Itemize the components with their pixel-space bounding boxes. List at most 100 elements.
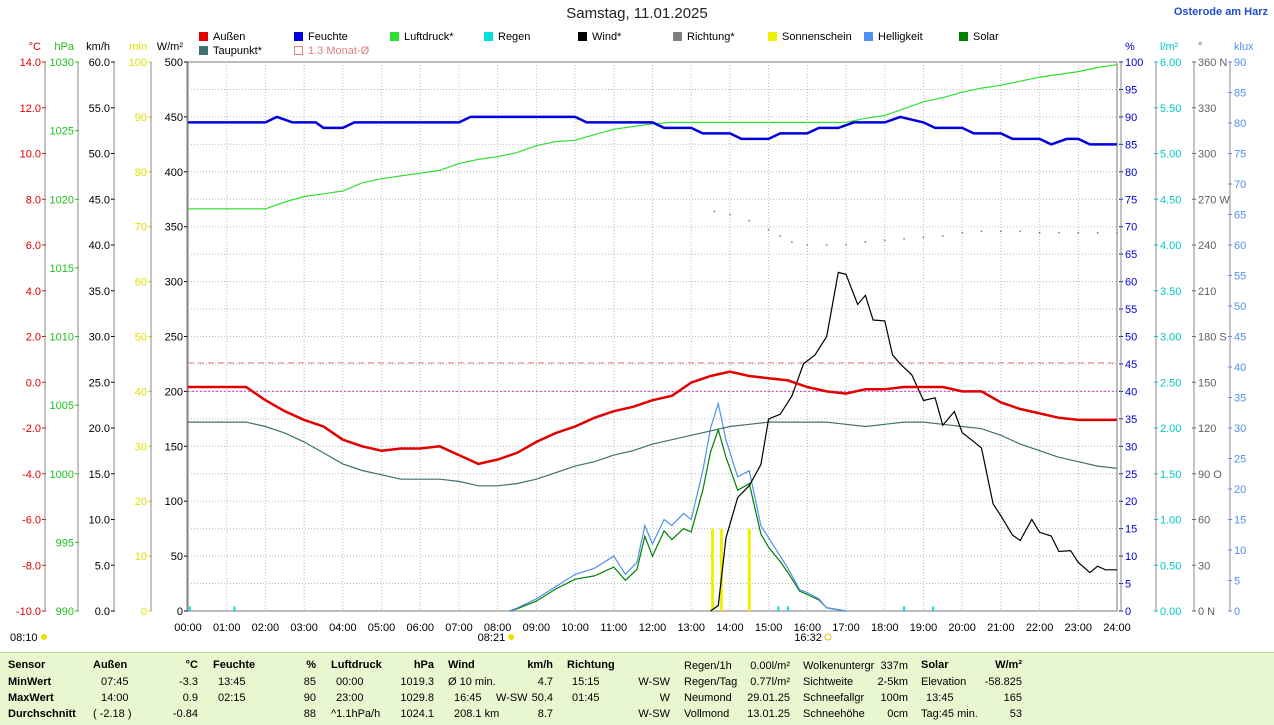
- stats-feuchte-max-value: 90: [303, 692, 316, 704]
- lux-tick-label: 15: [1234, 515, 1246, 527]
- stats-elevation-value: -58.825: [984, 676, 1022, 688]
- hum-tick-label: 20: [1125, 496, 1137, 508]
- stats-neumond-label: Neumond: [684, 692, 732, 704]
- sunshine-bar: [719, 528, 723, 611]
- legend-label: Sonnenschein: [782, 31, 852, 43]
- sun-tick-label: 70: [135, 222, 147, 234]
- stats-solar-max-value: 165: [1003, 692, 1022, 704]
- direction-point: [1096, 231, 1099, 234]
- legend-item: Richtung*: [673, 31, 735, 43]
- stats-neumond-value: 29.01.25: [747, 692, 790, 704]
- time-tick-label: 13:00: [677, 622, 705, 634]
- stats-header-feuchte: Feuchte: [213, 659, 256, 671]
- stats-luftdruck-avg-value: 1024.1: [400, 708, 434, 720]
- hum-tick-label: 15: [1125, 524, 1137, 536]
- sun-tick-label: 80: [135, 167, 147, 179]
- temp-tick-label: 8.0: [26, 194, 41, 206]
- hum-tick-label: 35: [1125, 414, 1137, 426]
- time-tick-label: 16:00: [794, 622, 822, 634]
- rain-tick-label: 4.00: [1160, 240, 1181, 252]
- stats-wind-min-value: 4.7: [537, 676, 553, 688]
- direction-point: [1058, 231, 1060, 234]
- lux-tick-label: 70: [1234, 179, 1246, 191]
- wind-tick-label: 55.0: [89, 103, 110, 115]
- stats-aussen-min-time: 07:45: [101, 676, 129, 688]
- press-tick-label: 1005: [50, 400, 74, 412]
- stats-vollmond-label: Vollmond: [684, 708, 730, 720]
- series-line-au-en: [188, 370, 1117, 466]
- wind-tick-label: 45.0: [89, 194, 110, 206]
- legend-label: Richtung*: [687, 31, 735, 43]
- sun-tick-label: 40: [135, 386, 147, 398]
- stats-feuchte-min-value: 85: [303, 676, 316, 688]
- stats-regen-1h-value: 0.00l/m²: [750, 660, 790, 672]
- hum-tick-label: 70: [1125, 222, 1137, 234]
- location-link[interactable]: Osterode am Harz: [1173, 6, 1268, 18]
- stats-header-luftdruck-unit: hPa: [413, 659, 434, 671]
- stats-feuchte-max-time: 02:15: [218, 692, 246, 704]
- hum-tick-label: 0: [1125, 606, 1131, 618]
- legend-item: Luftdruck*: [390, 31, 454, 43]
- rain-tick-label: 2.50: [1160, 377, 1181, 389]
- press-tick-label: 1020: [50, 194, 74, 206]
- lux-tick-label: 60: [1234, 240, 1246, 252]
- series-line-helligkeit: [509, 401, 847, 612]
- stats-header-sensor: Sensor: [8, 659, 46, 671]
- temp-tick-label: 14.0: [20, 57, 41, 69]
- dir-tick-label: 210: [1198, 286, 1216, 298]
- time-tick-label: 05:00: [368, 622, 396, 634]
- rain-tick-label: 1.00: [1160, 515, 1181, 527]
- hum-tick-label: 5: [1125, 579, 1131, 591]
- hum-tick-label: 40: [1125, 386, 1137, 398]
- legend-item: Taupunkt*: [199, 45, 262, 57]
- sun-tick-label: 100: [129, 57, 147, 69]
- press-tick-label: 995: [56, 537, 74, 549]
- time-tick-label: 03:00: [290, 622, 318, 634]
- legend-item: 1.3 Monat-Ø: [294, 45, 369, 57]
- time-tick-label: 02:00: [252, 622, 280, 634]
- stats-aussen-max-value: 0.9: [182, 692, 198, 704]
- stats-header-luftdruck: Luftdruck: [331, 659, 382, 671]
- time-tick-label: 01:00: [213, 622, 241, 634]
- wind-tick-label: 50.0: [89, 149, 110, 161]
- dir-axis-unit: °: [1198, 41, 1202, 53]
- series-line-taupunkt: [188, 421, 1118, 487]
- wind-tick-label: 35.0: [89, 286, 110, 298]
- lux-axis-unit: klux: [1234, 41, 1254, 53]
- lux-tick-label: 10: [1234, 545, 1246, 557]
- hum-axis-unit: %: [1125, 41, 1135, 53]
- sun-tick-label: 60: [135, 277, 147, 289]
- sun-tick-label: 10: [135, 551, 147, 563]
- lux-tick-label: 25: [1234, 454, 1246, 466]
- time-tick-label: 12:00: [639, 622, 667, 634]
- temp-tick-label: 10.0: [20, 149, 41, 161]
- legend-swatch: [864, 32, 873, 41]
- dir-tick-label: 240: [1198, 240, 1216, 252]
- stats-header-solar-unit: W/m²: [995, 659, 1022, 671]
- legend-swatch: [294, 32, 303, 41]
- direction-point: [999, 230, 1002, 233]
- time-tick-label: 18:00: [871, 622, 899, 634]
- stats-solar-max-time: 13:45: [926, 692, 954, 704]
- lux-tick-label: 5: [1234, 576, 1240, 588]
- solar-tick-label: 150: [165, 441, 183, 453]
- time-tick-label: 10:00: [561, 622, 589, 634]
- sun-event-first: 08:10: [10, 632, 38, 644]
- wind-tick-label: 40.0: [89, 240, 110, 252]
- stats-aussen-max-time: 14:00: [101, 692, 129, 704]
- stats-header-richtung: Richtung: [567, 659, 615, 671]
- wind-tick-label: 0.0: [95, 606, 110, 618]
- lux-tick-label: 30: [1234, 423, 1246, 435]
- direction-point: [903, 238, 906, 240]
- wind-axis-unit: km/h: [86, 41, 110, 53]
- legend-item: Außen: [199, 31, 245, 43]
- stats-luftdruck-min-value: 1019.3: [400, 676, 434, 688]
- sunset-label: 16:32: [794, 632, 822, 644]
- direction-point: [845, 244, 847, 246]
- dir-tick-label: 300: [1198, 149, 1216, 161]
- stats-header-feuchte-unit: %: [306, 659, 316, 671]
- legend-item: Regen: [484, 31, 530, 43]
- legend-label: Feuchte: [308, 31, 348, 43]
- sun-axis-unit: min: [129, 41, 147, 53]
- time-tick-label: 23:00: [1065, 622, 1093, 634]
